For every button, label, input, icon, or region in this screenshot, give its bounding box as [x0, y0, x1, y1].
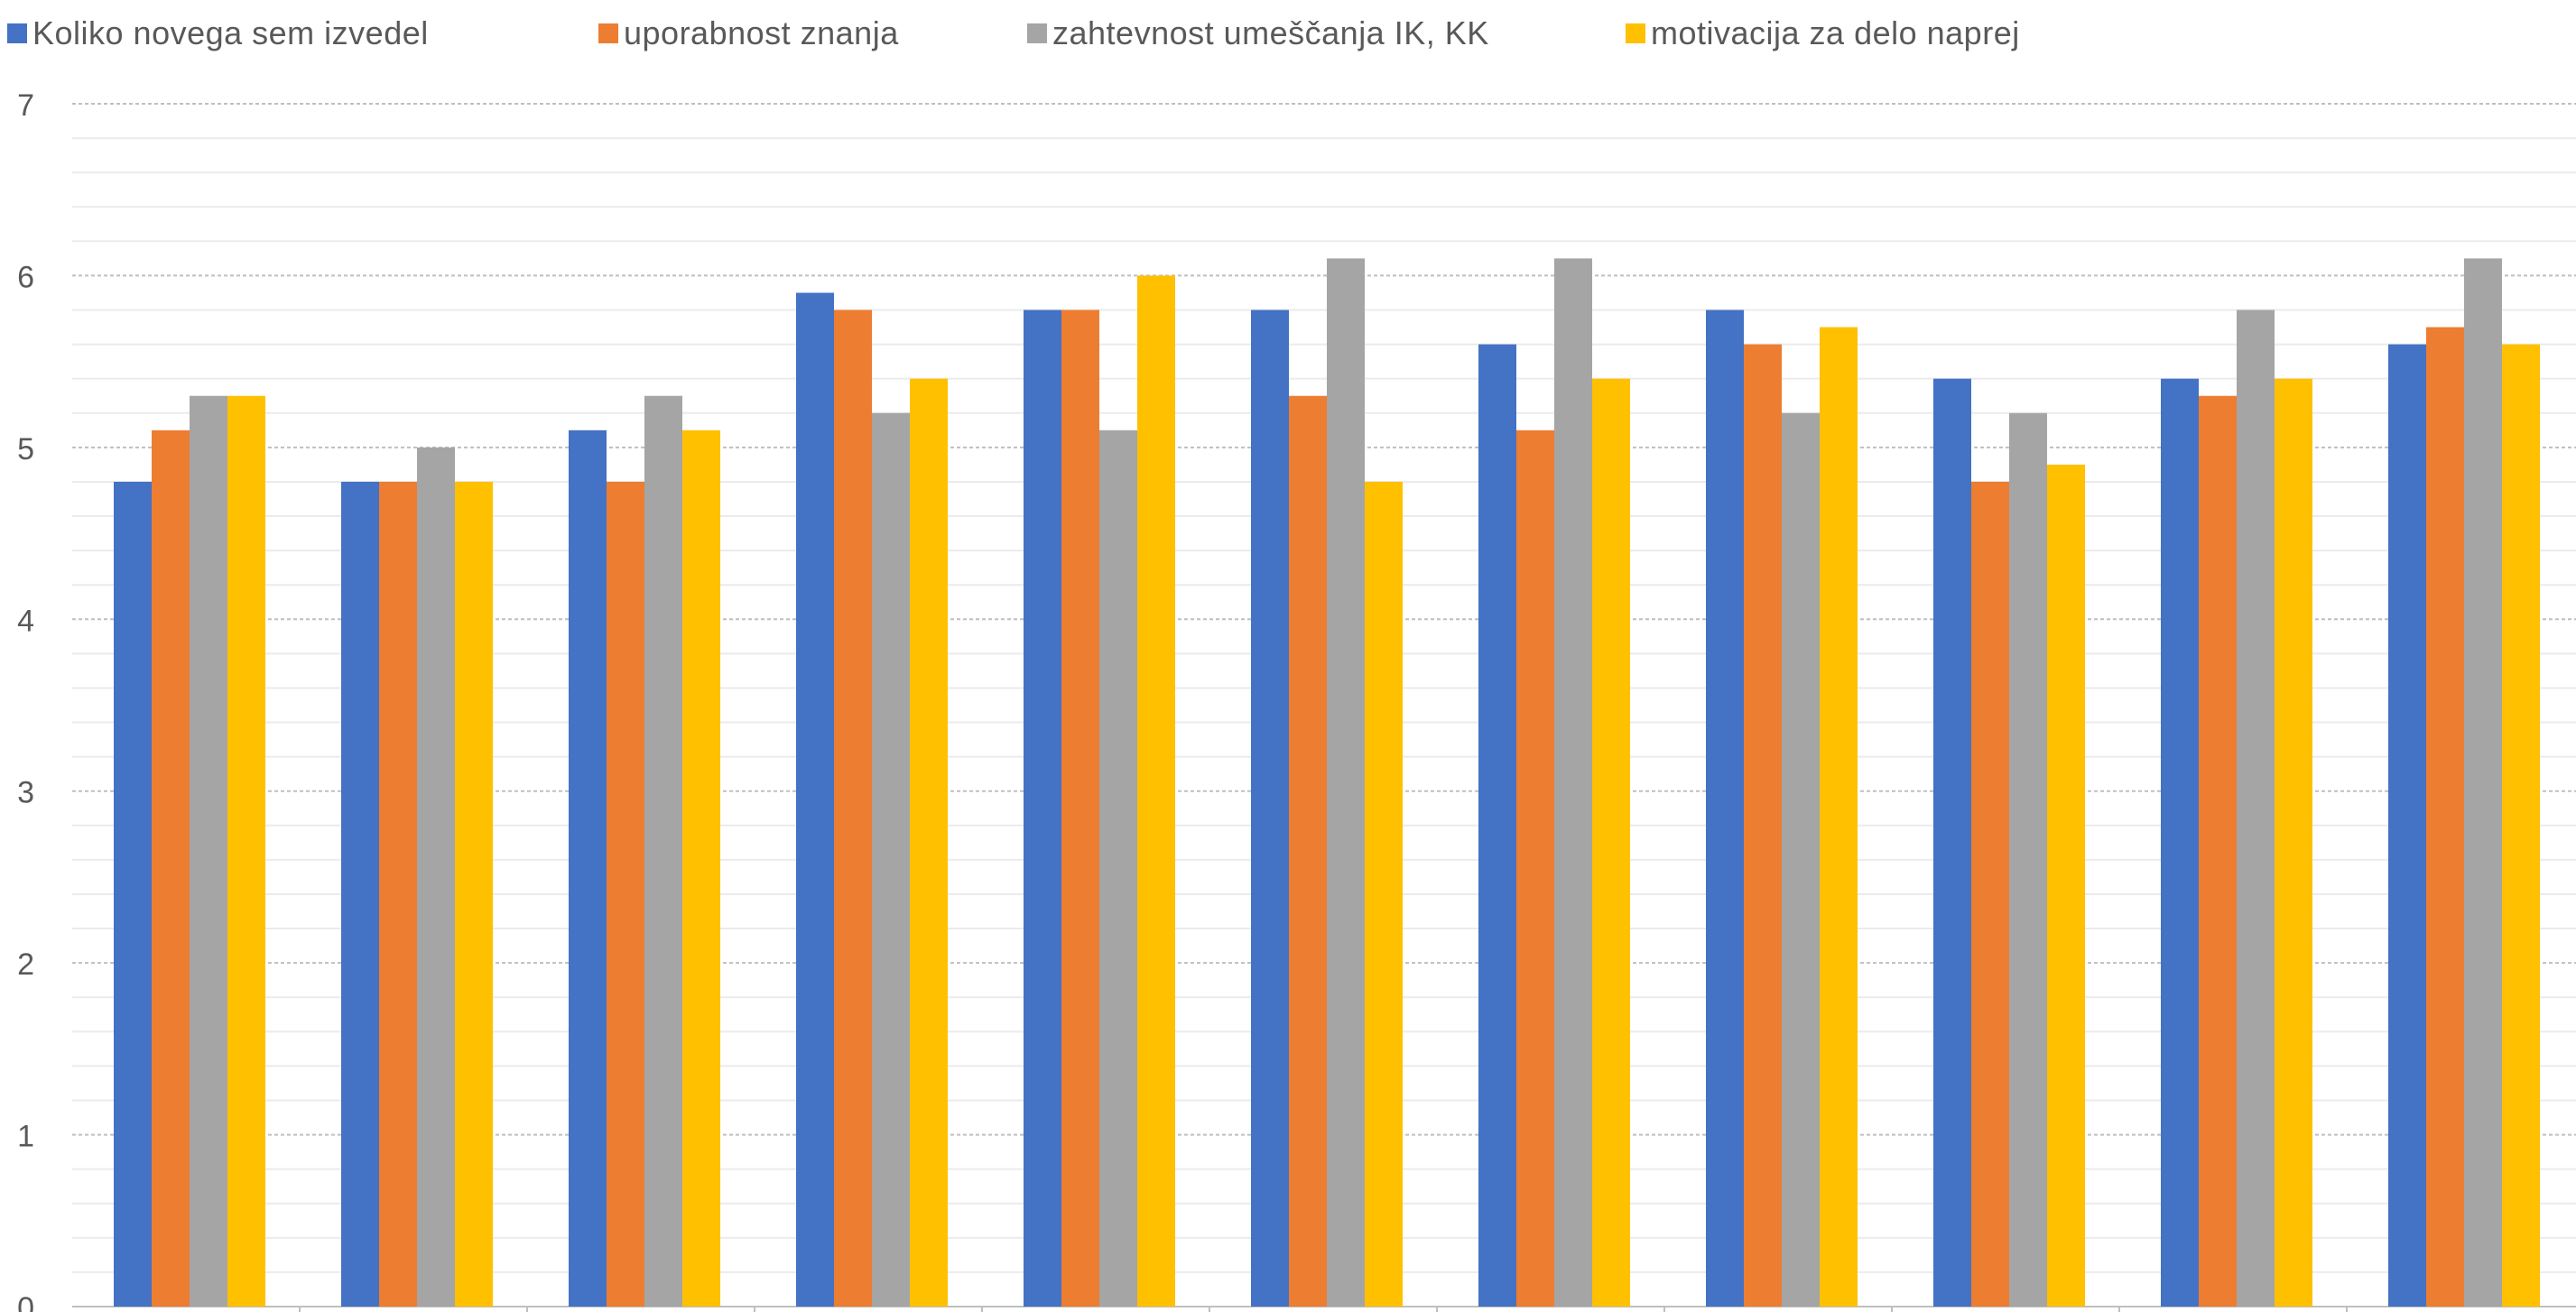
bar-4-1: [227, 395, 265, 1307]
bar-3-2: [417, 447, 455, 1307]
bar-3-6: [1327, 258, 1365, 1307]
bar-1-9: [1933, 378, 1971, 1307]
bar-1-1: [114, 481, 152, 1307]
y-tick-label: 5: [17, 432, 34, 467]
bar-4-5: [1137, 275, 1175, 1307]
bar-4-6: [1365, 481, 1403, 1307]
bar-2-8: [1744, 344, 1782, 1307]
bar-1-6: [1251, 310, 1289, 1307]
bar-2-10: [2199, 395, 2237, 1307]
y-tick-label: 7: [17, 88, 34, 123]
bar-3-4: [872, 412, 910, 1307]
y-tick-label: 4: [17, 604, 34, 638]
bar-2-3: [607, 481, 644, 1307]
legend-item-series-3: zahtevnost umeščanja IK, KK: [1027, 14, 1489, 52]
bar-3-9: [2009, 412, 2047, 1307]
bar-2-4: [834, 310, 872, 1307]
legend-label-series-1: Koliko novega sem izvedel: [32, 14, 429, 51]
bar-4-7: [1592, 378, 1630, 1307]
bar-4-9: [2047, 464, 2085, 1307]
bar-1-11: [2388, 344, 2426, 1307]
legend-swatch-series-4: [1626, 23, 1645, 43]
bar-2-6: [1289, 395, 1327, 1307]
legend-swatch-series-1: [7, 23, 27, 43]
legend-swatch-series-2: [598, 23, 618, 43]
legend-label-series-4: motivacija za delo naprej: [1651, 14, 2020, 51]
bar-1-3: [569, 430, 607, 1307]
bar-4-8: [1820, 327, 1858, 1307]
bar-4-4: [910, 378, 948, 1307]
bar-3-7: [1554, 258, 1592, 1307]
legend-item-series-1: Koliko novega sem izvedel: [7, 14, 429, 52]
bar-2-2: [379, 481, 417, 1307]
y-tick-label: 0: [17, 1291, 34, 1312]
bar-1-4: [796, 292, 834, 1307]
bar-1-5: [1024, 310, 1061, 1307]
y-tick-label: 3: [17, 776, 34, 810]
y-tick-label: 2: [17, 947, 34, 982]
bar-2-7: [1516, 430, 1554, 1307]
bar-4-3: [682, 430, 720, 1307]
legend-label-series-2: uporabnost znanja: [624, 14, 899, 51]
bar-1-8: [1706, 310, 1744, 1307]
legend-label-series-3: zahtevnost umeščanja IK, KK: [1052, 14, 1489, 51]
bar-3-8: [1782, 412, 1820, 1307]
bar-3-5: [1099, 430, 1137, 1307]
bar-2-1: [152, 430, 190, 1307]
y-tick-label: 1: [17, 1120, 34, 1154]
bar-1-2: [341, 481, 379, 1307]
bar-3-11: [2464, 258, 2502, 1307]
legend-item-series-2: uporabnost znanja: [598, 14, 899, 52]
bar-4-11: [2502, 344, 2540, 1307]
bar-2-5: [1061, 310, 1099, 1307]
bar-3-10: [2237, 310, 2275, 1307]
bar-4-10: [2275, 378, 2312, 1307]
bar-2-11: [2426, 327, 2464, 1307]
bar-4-2: [455, 481, 493, 1307]
legend-item-series-4: motivacija za delo naprej: [1626, 14, 2020, 52]
bar-1-7: [1478, 344, 1516, 1307]
bar-3-1: [190, 395, 227, 1307]
bar-1-10: [2161, 378, 2199, 1307]
bar-3-3: [644, 395, 682, 1307]
bar-2-9: [1971, 481, 2009, 1307]
legend-swatch-series-3: [1027, 23, 1047, 43]
y-tick-label: 6: [17, 260, 34, 294]
